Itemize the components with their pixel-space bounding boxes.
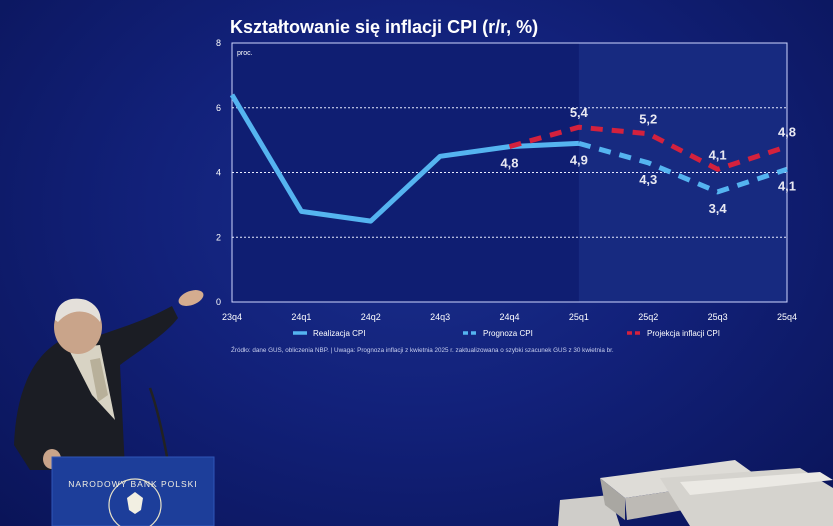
microphone: [148, 387, 170, 463]
legend-label: Realizacja CPI: [313, 329, 365, 338]
presenter: [14, 290, 204, 470]
presenter-tie: [90, 358, 108, 402]
presenter-hair: [55, 298, 101, 322]
legend: Realizacja CPI Prognoza CPI Projekcja infl…: [293, 329, 720, 338]
y-tick-label: 2: [216, 232, 221, 242]
x-tick-label: 23q4: [222, 312, 242, 322]
x-tick-label: 25q3: [708, 312, 728, 322]
x-tick-label: 24q4: [499, 312, 519, 322]
presenter-hand: [178, 290, 204, 306]
data-label: 5,4: [570, 105, 589, 120]
podium-emblem: [108, 478, 162, 526]
y-axis-label: proc.: [237, 50, 253, 57]
x-tick-label: 25q4: [777, 312, 797, 322]
data-label: 4,1: [709, 147, 727, 162]
series-lines: [229, 93, 788, 224]
silver-bar: [680, 472, 833, 495]
data-label: 4,9: [570, 152, 588, 167]
legend-label: Projekcja inflacji CPI: [647, 329, 720, 338]
x-tick-label: 24q1: [291, 312, 311, 322]
eagle-icon: [127, 492, 143, 514]
legend-label: Prognoza CPI: [483, 329, 533, 338]
data-label: 4,1: [778, 178, 796, 193]
series-line: [229, 93, 580, 224]
podium-text: NARODOWY BANK POLSKI: [68, 479, 197, 489]
x-axis-ticks: 23q4 24q1 24q2 24q3 24q4 25q1 25q2 25q3 25q4: [222, 312, 797, 322]
y-tick-label: 8: [216, 38, 221, 48]
podium: NARODOWY BANK POLSKI: [51, 387, 215, 526]
silver-bar: [600, 478, 625, 520]
silver-bars: [558, 460, 833, 526]
data-label: 3,4: [709, 201, 728, 216]
data-labels: 4,8 4,9 4,3 3,4 4,1 5,4 5,2 4,1 4,8: [500, 105, 796, 216]
x-tick-label: 25q2: [638, 312, 658, 322]
y-tick-label: 0: [216, 297, 221, 307]
podium-box: [51, 456, 215, 526]
grid-lines: [232, 107, 787, 238]
y-axis-ticks: 0 2 4 6 8: [216, 38, 221, 307]
series-line: [578, 140, 788, 195]
data-label: 4,3: [639, 172, 657, 187]
forecast-shaded-area: [578, 43, 787, 302]
silver-bar: [558, 495, 620, 526]
x-tick-label: 24q3: [430, 312, 450, 322]
footnote: Źródło: dane GUS, obliczenia NBP. | Uwag…: [231, 345, 614, 354]
y-tick-label: 6: [216, 103, 221, 113]
x-tick-label: 24q2: [361, 312, 381, 322]
chart: 0 2 4 6 8 23q4 24q1 24q2 24q3 24q4 25q1 25q2 25q3 25…: [216, 17, 797, 354]
y-tick-label: 4: [216, 168, 221, 178]
data-label: 4,8: [778, 125, 796, 140]
presenter-shirt: [68, 345, 115, 420]
data-label: 5,2: [639, 112, 657, 127]
data-label: 4,8: [500, 156, 518, 171]
x-tick-label: 25q1: [569, 312, 589, 322]
series-line: [508, 124, 788, 172]
chart-title: Kształtowanie się inflacji CPI (r/r, %): [230, 17, 538, 37]
